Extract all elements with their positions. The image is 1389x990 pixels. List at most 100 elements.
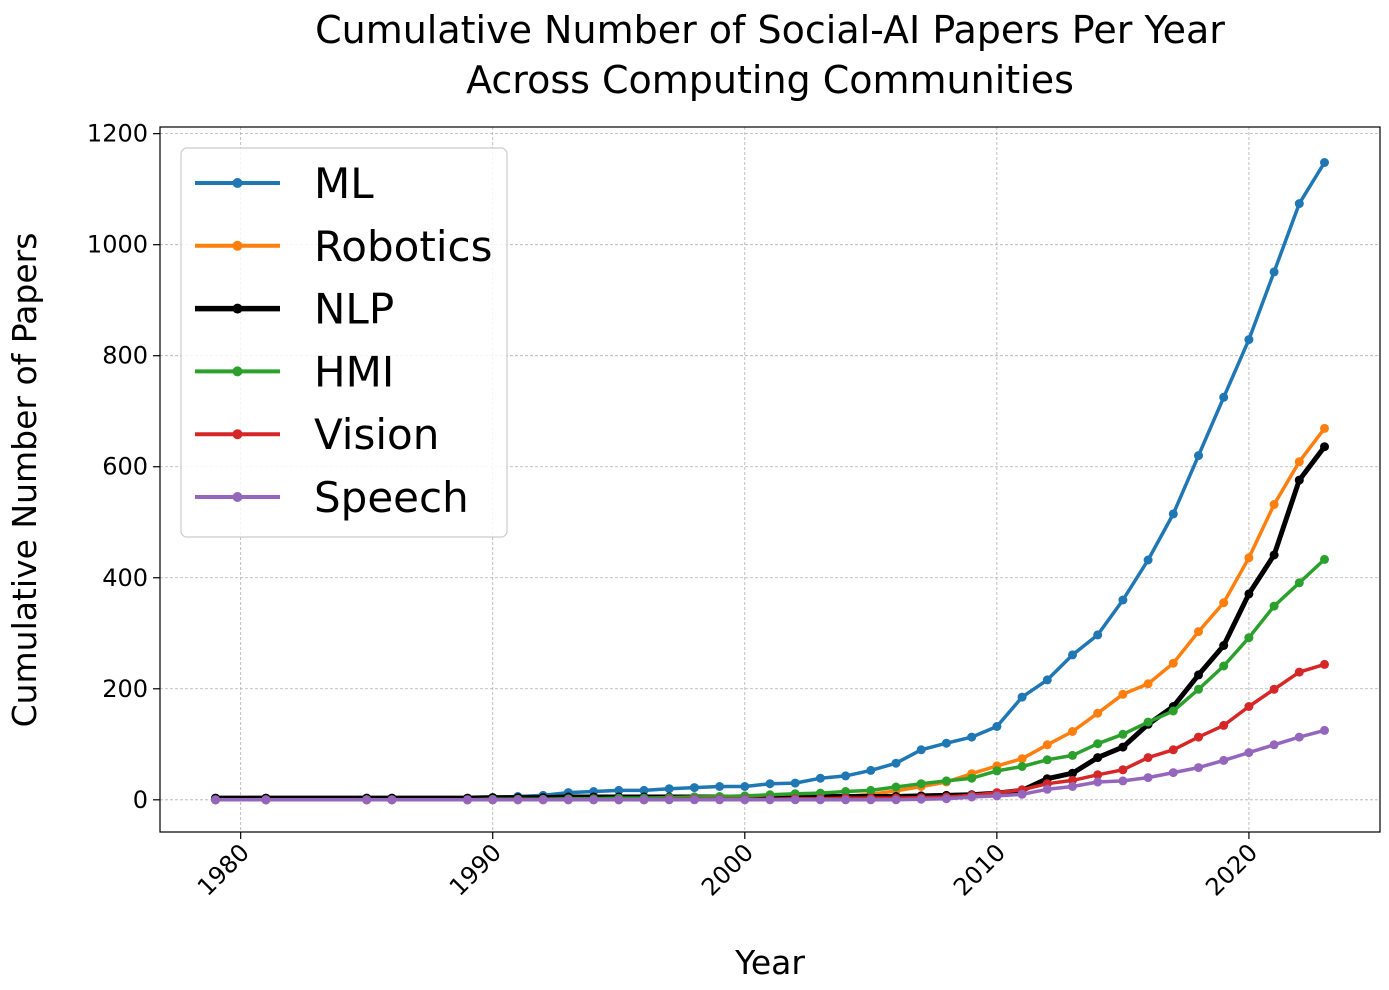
data-point-speech (463, 795, 472, 805)
legend-entry-vision: Vision (195, 410, 439, 459)
data-point-ml (639, 785, 649, 795)
legend-entry-hmi: HMI (195, 347, 394, 396)
data-point-speech (689, 795, 699, 805)
legend-marker-nlp (232, 303, 243, 314)
data-point-vision (1320, 659, 1329, 669)
legend-entry-speech: Speech (195, 473, 469, 522)
data-point-ml (1017, 692, 1027, 702)
data-point-hmi (1168, 706, 1178, 716)
data-point-hmi (891, 782, 901, 792)
data-point-ml (1269, 267, 1279, 277)
data-point-ml (740, 782, 750, 791)
data-point-nlp (1219, 641, 1229, 650)
data-point-ml (1219, 392, 1229, 402)
data-point-hmi (1118, 729, 1128, 739)
data-point-hmi (1244, 633, 1254, 643)
data-point-vision (1093, 770, 1103, 780)
data-point-vision (1244, 702, 1254, 711)
data-point-ml (614, 785, 624, 795)
data-point-vision (1168, 745, 1178, 755)
data-point-nlp (1118, 742, 1128, 752)
data-point-speech (916, 794, 926, 804)
chart-subtitle: Across Computing Communities (466, 58, 1074, 102)
plot-frame (159, 126, 1381, 833)
series-speech (211, 725, 1329, 805)
series-hmi (211, 554, 1329, 805)
y-tick-label: 200 (102, 675, 148, 703)
data-point-hmi (1068, 750, 1077, 760)
data-point-ml (765, 779, 775, 789)
x-tick-label: 1980 (192, 838, 255, 901)
legend-entry-robotics: Robotics (195, 222, 492, 271)
data-point-speech (815, 795, 825, 805)
data-point-robotics (1143, 679, 1153, 689)
data-point-speech (538, 795, 548, 805)
data-point-hmi (1017, 762, 1027, 771)
data-point-ml (992, 722, 1002, 731)
y-tick-label: 400 (102, 564, 148, 592)
data-point-ml (1093, 630, 1103, 640)
data-point-ml (941, 738, 951, 748)
data-point-ml (790, 778, 800, 788)
data-point-nlp (1068, 768, 1077, 778)
data-point-ml (1194, 451, 1203, 461)
x-tick-label: 2000 (696, 838, 759, 901)
data-point-speech (639, 795, 649, 805)
data-point-ml (1244, 335, 1254, 345)
data-point-speech (1168, 768, 1178, 778)
data-point-hmi (941, 776, 951, 786)
data-point-speech (992, 791, 1002, 801)
data-point-speech (941, 794, 951, 804)
legend-label-hmi: HMI (314, 347, 394, 396)
data-point-hmi (866, 785, 876, 795)
data-point-vision (1118, 765, 1128, 775)
data-point-nlp (1320, 442, 1329, 452)
data-point-ml (1068, 650, 1077, 660)
data-point-nlp (1244, 589, 1254, 599)
data-point-hmi (1320, 554, 1329, 564)
data-point-nlp (1093, 753, 1103, 763)
data-point-robotics (1294, 457, 1304, 467)
legend-label-nlp: NLP (314, 285, 394, 334)
chart-title: Cumulative Number of Social-AI Papers Pe… (315, 8, 1225, 52)
data-point-vision (1143, 753, 1153, 763)
data-point-speech (1320, 725, 1329, 735)
x-tick-label: 1990 (444, 838, 507, 901)
data-point-hmi (1093, 739, 1103, 749)
data-point-robotics (1017, 754, 1027, 764)
legend-label-robotics: Robotics (314, 222, 492, 271)
data-point-robotics (1042, 740, 1052, 750)
data-point-ml (1143, 555, 1153, 565)
series-layer (211, 158, 1329, 805)
data-point-robotics (1168, 658, 1178, 668)
data-point-ml (841, 771, 851, 781)
data-point-speech (513, 795, 523, 805)
data-point-ml (1168, 509, 1178, 519)
data-point-speech (589, 795, 599, 805)
data-point-robotics (1219, 598, 1229, 608)
legend-marker-ml (232, 178, 243, 188)
plot-area-border (159, 126, 1381, 833)
legend-marker-vision (232, 429, 243, 440)
data-point-speech (1042, 784, 1052, 794)
data-point-robotics (1320, 423, 1329, 433)
data-point-speech (1068, 782, 1077, 791)
data-point-robotics (1244, 553, 1254, 563)
data-point-ml (689, 783, 699, 793)
y-tick-label: 600 (102, 453, 148, 481)
data-point-ml (891, 758, 901, 768)
data-point-hmi (1294, 578, 1304, 588)
data-point-vision (1219, 720, 1229, 730)
data-point-speech (891, 795, 901, 805)
y-tick-label: 1000 (87, 231, 148, 259)
series-line-hmi (213, 557, 1327, 802)
legend-marker-hmi (232, 366, 243, 377)
data-point-ml (1042, 675, 1052, 685)
legend-marker-robotics (232, 240, 243, 251)
data-point-ml (1294, 199, 1304, 209)
data-point-hmi (992, 766, 1002, 776)
data-point-speech (1118, 776, 1128, 786)
data-point-speech (387, 795, 397, 805)
